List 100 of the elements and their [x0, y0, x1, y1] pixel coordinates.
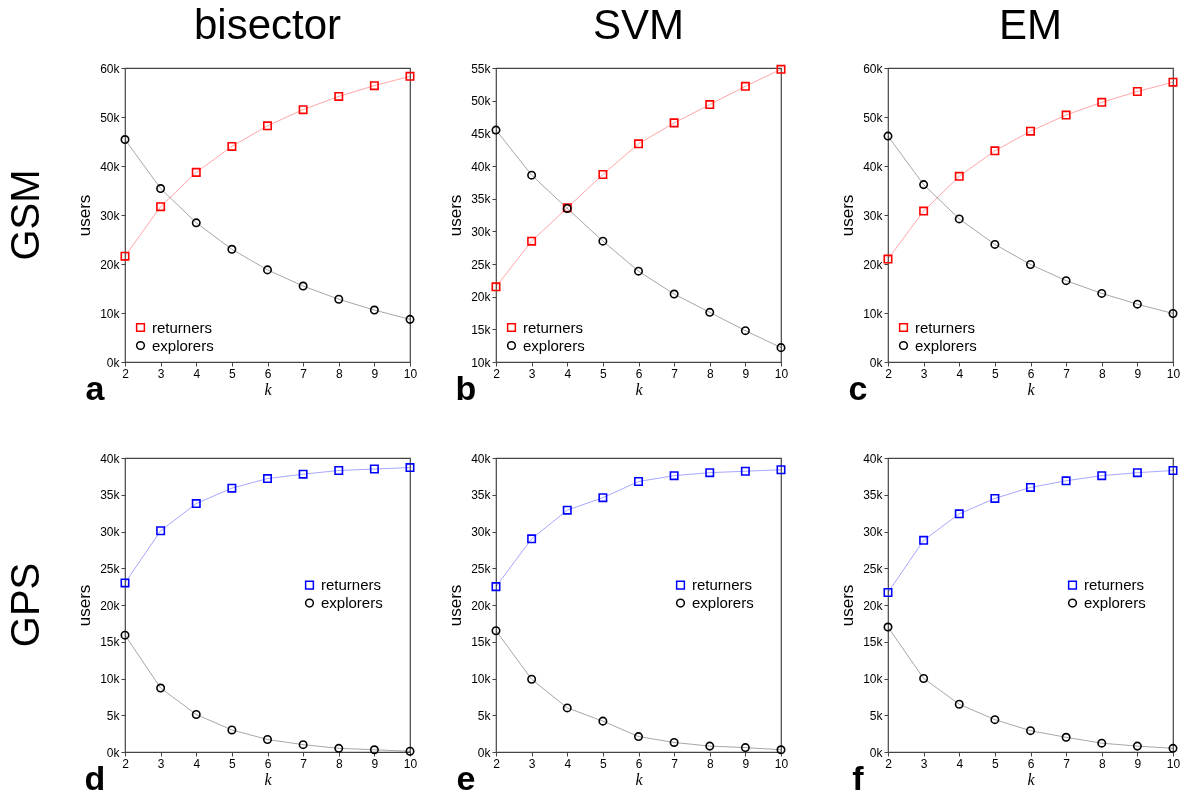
- point: [1061, 276, 1071, 286]
- x-tick-label: 8: [706, 366, 714, 381]
- point: [1097, 738, 1107, 748]
- x-tick-label: 8: [335, 756, 343, 771]
- y-tick-label: 35k: [471, 488, 492, 503]
- point: [598, 716, 608, 726]
- point: [262, 474, 273, 484]
- point: [120, 630, 130, 640]
- y-tick-label: 5k: [477, 708, 492, 723]
- x-tick-label: 4: [956, 366, 964, 381]
- x-tick-label: 9: [742, 366, 750, 381]
- point: [191, 710, 201, 720]
- y-tick-label: 30k: [863, 208, 884, 223]
- y-tick-label: 60k: [863, 61, 884, 76]
- y-tick-label: 55k: [471, 61, 492, 76]
- point: [954, 699, 964, 709]
- point: [954, 214, 964, 224]
- point: [883, 588, 893, 598]
- y-tick-label: 60k: [100, 61, 121, 76]
- legend-label: explorers: [523, 336, 585, 354]
- x-tick-label: 7: [300, 756, 308, 771]
- point: [1025, 726, 1036, 736]
- text: GSM: [3, 169, 47, 261]
- x-tick-label: 2: [885, 366, 893, 381]
- legend-label: explorers: [1084, 594, 1146, 612]
- point: [191, 167, 201, 177]
- point: [1025, 126, 1036, 136]
- point: [298, 740, 308, 750]
- text: d: [84, 759, 106, 797]
- text: f: [852, 759, 865, 797]
- y-tick-label: 15k: [471, 322, 492, 337]
- chart-title: EM: [999, 1, 1062, 48]
- point: [740, 743, 750, 753]
- y-tick-label: 0k: [869, 745, 884, 760]
- x-axis-title: k: [635, 380, 644, 398]
- point: [1132, 87, 1142, 97]
- point: [491, 582, 501, 592]
- point: [990, 493, 1000, 503]
- point: [156, 526, 166, 536]
- point: [334, 91, 344, 101]
- x-tick-label: 7: [671, 756, 679, 771]
- y-tick-label: 25k: [863, 561, 884, 576]
- point: [298, 469, 308, 479]
- y-tick-label: 30k: [471, 224, 492, 239]
- point: [527, 236, 537, 246]
- legend-label: explorers: [915, 336, 977, 354]
- point: [990, 239, 1000, 249]
- point: [369, 745, 379, 755]
- point: [1097, 97, 1107, 107]
- point: [156, 683, 166, 693]
- y-tick-label: 30k: [100, 208, 121, 223]
- point: [1061, 110, 1071, 120]
- y-tick-label: 50k: [100, 110, 121, 125]
- x-tick-label: 4: [564, 756, 572, 771]
- legend-label: returners: [523, 318, 584, 336]
- y-tick-label: 20k: [100, 598, 121, 613]
- y-tick-label: 5k: [106, 708, 121, 723]
- point: [1097, 471, 1107, 481]
- point: [669, 289, 679, 299]
- y-axis-title: users: [838, 584, 858, 627]
- point: [191, 218, 201, 228]
- point: [227, 483, 237, 493]
- point: [156, 184, 166, 194]
- x-tick-label: 10: [774, 366, 789, 381]
- point: [562, 505, 572, 515]
- y-tick-label: 20k: [471, 290, 492, 305]
- point: [334, 743, 344, 753]
- legend-label: returners: [692, 576, 753, 594]
- y-tick-label: 40k: [863, 451, 884, 466]
- legend-label: returners: [321, 576, 382, 594]
- point: [191, 499, 201, 509]
- point: [883, 131, 893, 141]
- point: [776, 745, 786, 755]
- x-tick-label: 8: [335, 366, 343, 381]
- y-tick-label: 25k: [471, 257, 492, 272]
- x-tick-label: 7: [1063, 756, 1071, 771]
- x-tick-label: 3: [528, 366, 536, 381]
- x-tick-label: 8: [1098, 756, 1106, 771]
- y-axis-title: users: [75, 584, 95, 627]
- y-tick-label: 25k: [471, 561, 492, 576]
- y-tick-label: 10k: [100, 672, 121, 686]
- point: [120, 251, 130, 261]
- text: a: [85, 369, 106, 407]
- y-axis-title: users: [446, 584, 466, 627]
- point: [669, 471, 679, 481]
- point: [919, 180, 929, 190]
- x-axis-title: k: [1027, 380, 1036, 398]
- x-tick-label: 3: [157, 366, 165, 381]
- point: [405, 746, 415, 756]
- point: [1168, 743, 1178, 753]
- y-tick-label: 40k: [863, 159, 884, 174]
- x-tick-label: 3: [528, 756, 536, 771]
- chart-title: SVM: [592, 1, 685, 48]
- x-tick-label: 5: [229, 756, 237, 771]
- point: [990, 715, 1000, 725]
- x-tick-label: 10: [774, 756, 789, 771]
- x-tick-label: 9: [371, 756, 379, 771]
- point: [1168, 308, 1178, 318]
- y-axis-title: users: [446, 194, 466, 237]
- legend-label: returners: [915, 318, 976, 336]
